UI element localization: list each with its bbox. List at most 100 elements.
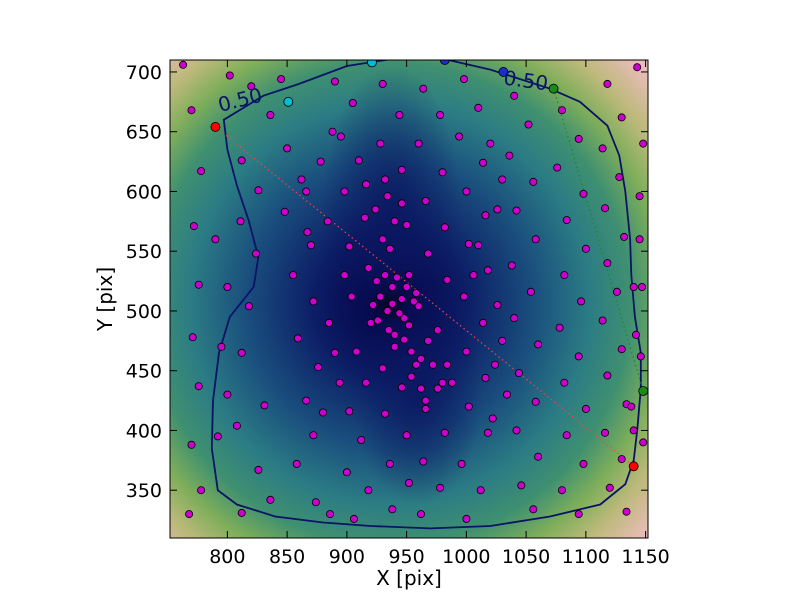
x-tick-label: 900 [329,546,365,568]
x-tick-label: 1100 [562,546,610,568]
y-axis-ticks: 350 400 450 500 550 600 650 700 [126,62,648,502]
scatter-point [447,378,456,387]
scatter-point [395,111,404,120]
scatter-point [474,103,483,112]
scatter-point [397,199,406,208]
scatter-point [440,223,449,232]
scatter-point [579,459,588,468]
scatter-point [335,378,344,387]
scatter-point [388,505,397,514]
x-axis-label: X [pix] [376,566,442,590]
scatter-point [390,217,399,226]
scatter-point [217,342,226,351]
scatter-point [483,266,492,275]
scatter-point [376,292,385,301]
scatter-point [292,459,301,468]
scatter-point [364,486,373,495]
scatter-point [558,106,567,115]
x-tick-label: 950 [388,546,424,568]
scatter-point [302,396,311,405]
scatter-point [223,390,232,399]
y-tick-label: 600 [126,181,162,203]
scatter-point [324,318,333,327]
highlight-point-5 [498,67,509,77]
scatter-point [372,277,381,286]
scatter-point [627,402,636,411]
scatter-point [629,426,638,435]
scatter-point [392,273,401,282]
scatter-point [237,156,246,165]
scatter-point [636,352,645,361]
scatter-point [266,111,275,120]
scatter-point [562,431,571,440]
scatter-point [414,139,423,148]
scatter-point [633,63,642,72]
highlight-point-6 [548,83,559,94]
scatter-point [534,452,543,461]
scatter-point [213,432,222,441]
y-tick-label: 350 [126,480,162,502]
scatter-point [498,336,507,345]
scatter-point [464,239,473,248]
scatter-point [197,167,206,176]
scatter-point [498,175,507,184]
y-tick-label: 450 [126,361,162,383]
scatter-point [481,211,490,220]
scatter-point [612,287,621,296]
scatter-point [357,435,366,444]
y-tick-label: 650 [126,122,162,144]
scatter-point [194,280,203,289]
scatter-point [490,360,499,369]
scatter-point [529,505,538,514]
y-axis-label: Y [pix] [93,267,117,332]
scatter-point [412,360,421,369]
scatter-point [303,228,312,237]
scatter-point [381,271,390,280]
scatter-point [416,354,425,363]
scatter-point [187,106,196,115]
scatter-point [385,244,394,253]
scatter-point [378,364,387,373]
scatter-point [404,321,413,330]
scatter-point [531,397,540,406]
y-tick-label: 700 [126,62,162,84]
scatter-point [179,60,188,69]
x-tick-label: 1150 [621,546,669,568]
scatter-point [436,483,445,492]
scatter-point [232,421,241,430]
scatter-point [277,75,286,84]
scatter-point [462,347,471,356]
scatter-point [469,271,478,280]
scatter-point [326,510,335,519]
scatter-point [558,486,567,495]
highlight-point-2 [283,96,294,107]
x-tick-label: 1050 [502,546,550,568]
scatter-point [352,347,361,356]
scatter-point [283,144,292,153]
scatter-point [371,205,380,214]
scatter-point [323,217,332,226]
scatter-point [464,402,473,411]
scatter-point [400,314,409,323]
scatter-point [560,378,569,387]
scatter-point [488,414,497,423]
scatter-point [457,459,466,468]
scatter-point [629,282,638,291]
scatter-point [486,139,495,148]
dotted-line-1 [553,88,644,392]
scatter-point [385,459,394,468]
scatter-point [574,510,583,519]
scatter-point [336,132,345,141]
y-tick-label: 550 [126,241,162,263]
scatter-point [562,216,571,225]
scatter-point [197,486,206,495]
scatter-point [328,127,337,136]
scatter-point [187,440,196,449]
scatter-point [384,326,393,335]
scatter-point [438,378,447,387]
scatter-point [390,342,399,351]
scatter-point [254,465,263,474]
highlight-points [210,60,648,472]
scatter-point [436,111,445,120]
